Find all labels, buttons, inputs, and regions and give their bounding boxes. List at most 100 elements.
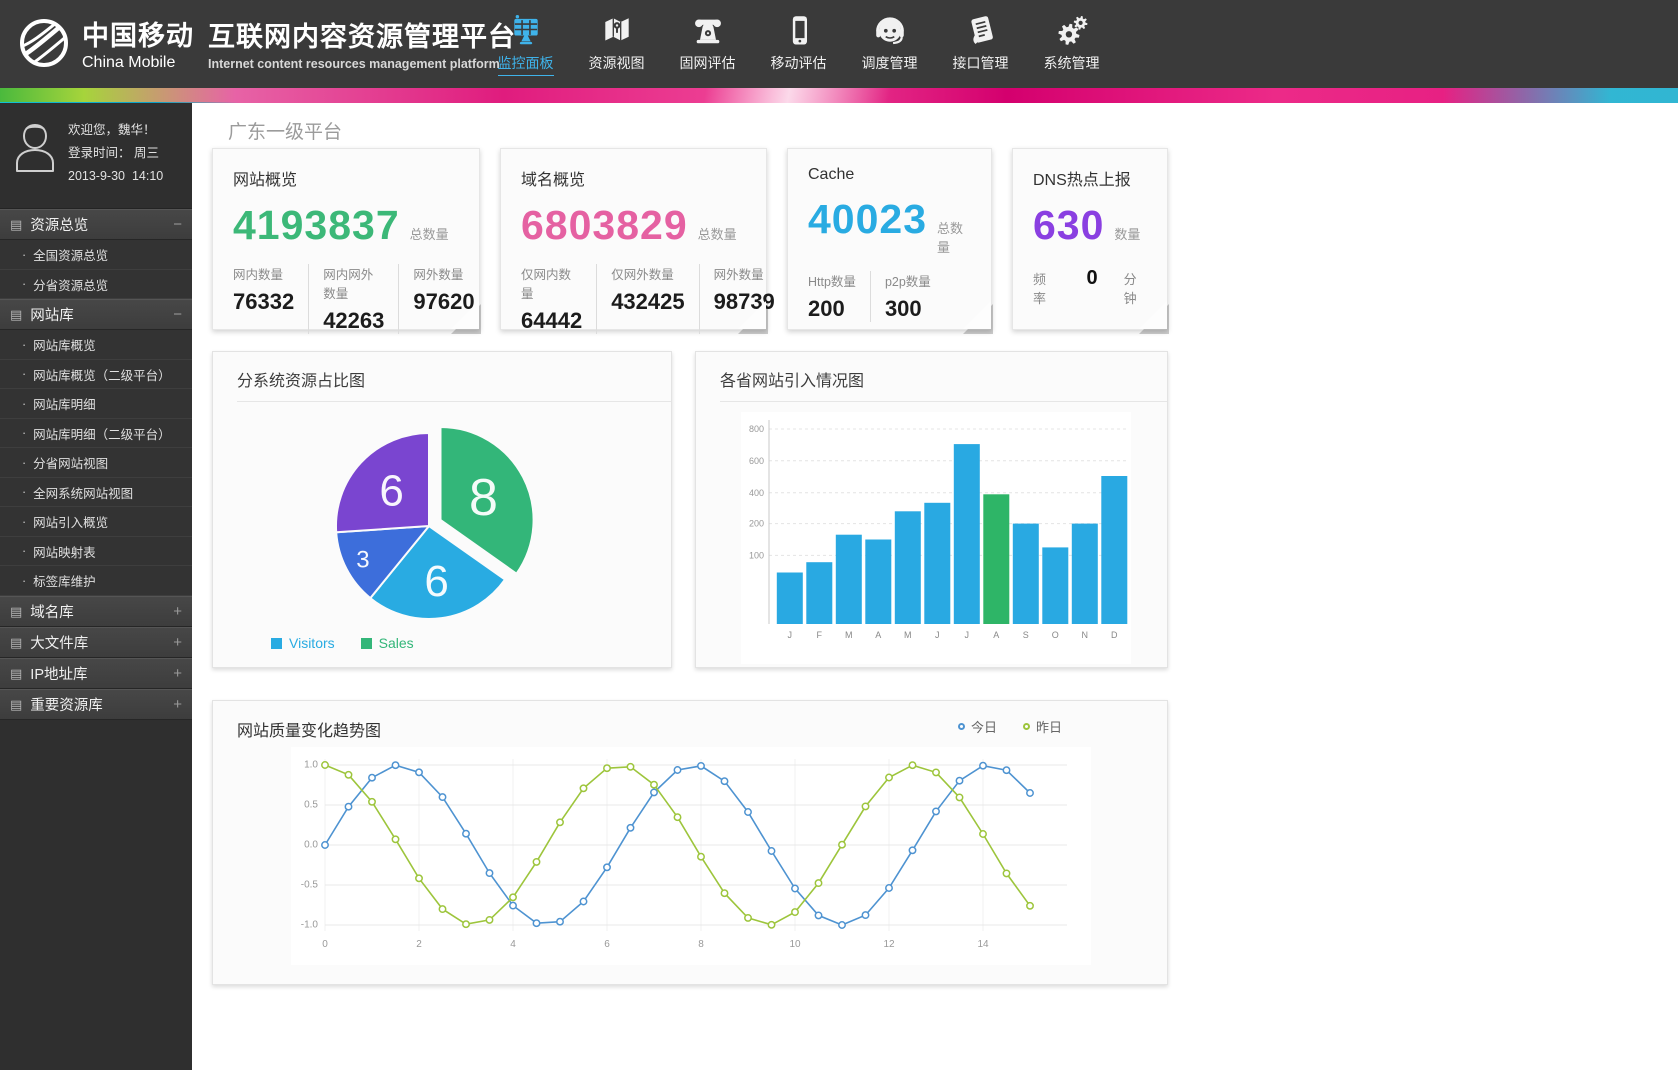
line-point[interactable] bbox=[532, 919, 541, 928]
line-point[interactable] bbox=[908, 846, 917, 855]
line-point[interactable] bbox=[603, 863, 611, 872]
line-point[interactable] bbox=[485, 915, 494, 924]
line-point[interactable] bbox=[697, 761, 705, 770]
line-point[interactable] bbox=[720, 889, 729, 898]
line-point[interactable] bbox=[744, 808, 752, 816]
line-point[interactable] bbox=[344, 770, 353, 779]
line-point[interactable] bbox=[391, 835, 400, 844]
line-point[interactable] bbox=[438, 793, 447, 802]
sidebar-item-2-4[interactable]: · 网站库明细（二级平台） bbox=[0, 418, 192, 449]
line-point[interactable] bbox=[368, 797, 376, 806]
pie-legend-item-2[interactable]: Sales bbox=[360, 635, 414, 651]
line-point[interactable] bbox=[579, 784, 588, 793]
sidebar-section-6[interactable]: ▤ 重要资源库 + bbox=[0, 688, 192, 720]
sidebar-section-5[interactable]: ▤ IP地址库 + bbox=[0, 657, 192, 689]
line-point[interactable] bbox=[697, 852, 705, 861]
pie-slice-1[interactable] bbox=[439, 425, 535, 576]
line-point[interactable] bbox=[673, 813, 682, 822]
line-point[interactable] bbox=[720, 777, 729, 786]
expand-icon[interactable]: + bbox=[173, 602, 182, 620]
sidebar-item-2-2[interactable]: · 网站库概览（二级平台） bbox=[0, 359, 192, 390]
line-point[interactable] bbox=[955, 776, 964, 785]
line-point[interactable] bbox=[321, 761, 329, 769]
line-point[interactable] bbox=[814, 911, 823, 920]
nav-item-4[interactable]: 移动评估 bbox=[753, 10, 844, 76]
line-point[interactable] bbox=[532, 857, 541, 866]
sidebar-item-1-2[interactable]: · 分省资源总览 bbox=[0, 269, 192, 300]
line-point[interactable] bbox=[650, 780, 658, 789]
line-point[interactable] bbox=[861, 802, 870, 811]
line-point[interactable] bbox=[509, 893, 517, 902]
line-point[interactable] bbox=[885, 773, 893, 782]
trend-legend-item-1[interactable]: 今日 bbox=[957, 717, 997, 736]
line-point[interactable] bbox=[462, 920, 470, 929]
bar-N-11[interactable] bbox=[1071, 523, 1098, 624]
line-point[interactable] bbox=[368, 773, 376, 782]
nav-item-7[interactable]: 系统管理 bbox=[1026, 10, 1117, 76]
line-point[interactable] bbox=[767, 847, 776, 855]
sidebar-item-2-1[interactable]: · 网站库概览 bbox=[0, 330, 192, 360]
line-point[interactable] bbox=[744, 913, 752, 922]
line-point[interactable] bbox=[1026, 789, 1034, 797]
line-point[interactable] bbox=[979, 830, 987, 838]
line-point[interactable] bbox=[321, 841, 329, 849]
line-point[interactable] bbox=[979, 761, 987, 770]
line-point[interactable] bbox=[626, 823, 635, 832]
bar-J-7[interactable] bbox=[953, 444, 980, 624]
line-point[interactable] bbox=[415, 768, 423, 777]
line-point[interactable] bbox=[650, 788, 658, 797]
line-point[interactable] bbox=[932, 768, 940, 777]
sidebar-item-2-3[interactable]: · 网站库明细 bbox=[0, 389, 192, 419]
line-point[interactable] bbox=[485, 869, 494, 878]
line-point[interactable] bbox=[791, 884, 799, 893]
line-point[interactable] bbox=[626, 762, 635, 771]
bar-J-6[interactable] bbox=[924, 502, 951, 624]
nav-item-5[interactable]: 调度管理 bbox=[844, 10, 935, 76]
sidebar-item-2-6[interactable]: · 全网系统网站视图 bbox=[0, 477, 192, 508]
line-point[interactable] bbox=[391, 761, 400, 770]
sidebar-item-2-8[interactable]: · 网站映射表 bbox=[0, 536, 192, 567]
line-point[interactable] bbox=[673, 766, 682, 774]
line-point[interactable] bbox=[838, 840, 846, 849]
bar-O-10[interactable] bbox=[1042, 547, 1069, 624]
line-point[interactable] bbox=[885, 884, 893, 892]
bar-M-3[interactable] bbox=[835, 534, 862, 624]
sidebar-section-3[interactable]: ▤ 域名库 + bbox=[0, 595, 192, 627]
nav-item-6[interactable]: 接口管理 bbox=[935, 10, 1026, 76]
line-point[interactable] bbox=[462, 829, 470, 838]
line-point[interactable] bbox=[556, 917, 564, 926]
sidebar-item-2-7[interactable]: · 网站引入概览 bbox=[0, 507, 192, 537]
line-point[interactable] bbox=[932, 807, 940, 816]
bar-F-2[interactable] bbox=[806, 562, 833, 624]
line-point[interactable] bbox=[767, 920, 776, 929]
line-point[interactable] bbox=[603, 764, 611, 773]
line-point[interactable] bbox=[861, 911, 870, 920]
line-point[interactable] bbox=[1002, 766, 1011, 775]
sidebar-section-4[interactable]: ▤ 大文件库 + bbox=[0, 626, 192, 658]
line-point[interactable] bbox=[344, 802, 353, 811]
line-point[interactable] bbox=[814, 879, 823, 888]
line-point[interactable] bbox=[438, 905, 447, 914]
line-point[interactable] bbox=[579, 897, 588, 906]
sidebar-section-2[interactable]: ▤ 网站库 − bbox=[0, 299, 192, 331]
expand-icon[interactable]: + bbox=[173, 695, 182, 713]
collapse-icon[interactable]: − bbox=[173, 306, 182, 324]
bar-D-12[interactable] bbox=[1101, 476, 1128, 624]
bar-J-1[interactable] bbox=[776, 572, 803, 625]
bar-A-8[interactable] bbox=[983, 494, 1010, 624]
bar-M-5[interactable] bbox=[894, 511, 921, 624]
line-point[interactable] bbox=[955, 793, 964, 802]
line-point[interactable] bbox=[791, 908, 799, 917]
line-point[interactable] bbox=[838, 921, 846, 929]
pie-slice-2[interactable] bbox=[368, 524, 507, 620]
collapse-icon[interactable]: − bbox=[173, 216, 182, 234]
expand-icon[interactable]: + bbox=[173, 633, 182, 651]
sidebar-item-1-1[interactable]: · 全国资源总览 bbox=[0, 240, 192, 270]
trend-legend-item-2[interactable]: 昨日 bbox=[1022, 717, 1062, 736]
line-point[interactable] bbox=[509, 901, 517, 910]
line-point[interactable] bbox=[908, 761, 917, 770]
sidebar-section-1[interactable]: ▤ 资源总览 − bbox=[0, 209, 192, 241]
bar-A-4[interactable] bbox=[865, 539, 892, 625]
pie-legend-item-1[interactable]: Visitors bbox=[271, 635, 335, 651]
bar-S-9[interactable] bbox=[1012, 523, 1039, 624]
